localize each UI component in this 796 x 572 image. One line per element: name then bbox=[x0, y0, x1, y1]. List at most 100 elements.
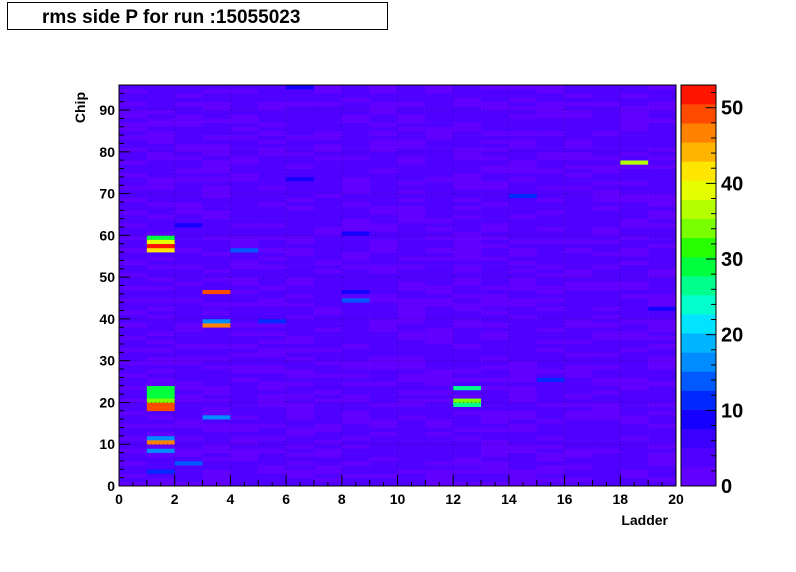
heatmap-cell bbox=[258, 389, 287, 395]
heatmap-cell bbox=[341, 377, 370, 382]
heatmap-cell bbox=[313, 352, 343, 357]
heatmap-cell bbox=[230, 122, 259, 128]
heatmap-cell bbox=[648, 460, 677, 466]
heatmap-cell bbox=[648, 414, 677, 420]
heatmap-cell bbox=[174, 302, 203, 307]
heatmap-cell bbox=[258, 310, 287, 316]
heatmap-cell bbox=[119, 343, 148, 349]
heatmap-cell bbox=[369, 193, 398, 199]
heatmap-cell bbox=[341, 156, 370, 161]
heatmap-cell bbox=[230, 377, 259, 382]
heatmap-cell bbox=[508, 373, 538, 378]
heatmap-cell bbox=[425, 402, 454, 407]
heatmap-cell bbox=[146, 256, 175, 261]
heatmap-cell bbox=[425, 105, 454, 111]
heatmap-cell bbox=[453, 97, 482, 103]
heatmap-cell bbox=[425, 118, 454, 123]
heatmap-cell bbox=[564, 168, 593, 174]
heatmap-cell bbox=[146, 289, 175, 295]
heatmap-cell bbox=[119, 427, 148, 432]
heatmap-cell bbox=[648, 285, 677, 290]
heatmap-cell bbox=[230, 243, 259, 249]
heatmap-cell bbox=[536, 281, 565, 286]
heatmap-cell bbox=[397, 264, 426, 270]
heatmap-cell bbox=[119, 252, 148, 257]
heatmap-cell bbox=[369, 105, 398, 111]
heatmap-cell bbox=[564, 423, 593, 428]
heatmap-cell bbox=[286, 348, 315, 353]
heatmap-cell bbox=[258, 402, 287, 407]
heatmap-cell bbox=[481, 427, 510, 432]
heatmap-cell bbox=[536, 235, 565, 240]
heatmap-cell bbox=[592, 419, 621, 424]
heatmap-cell bbox=[341, 143, 370, 148]
heatmap-cell bbox=[536, 327, 565, 332]
heatmap-cell bbox=[174, 89, 203, 94]
heatmap-cell bbox=[286, 189, 315, 194]
heatmap-cell bbox=[453, 93, 482, 98]
heatmap-cell bbox=[481, 260, 510, 265]
heatmap-cell bbox=[119, 193, 148, 199]
heatmap-cell bbox=[508, 206, 538, 211]
heatmap-cell bbox=[258, 114, 287, 119]
heatmap-cell bbox=[425, 176, 454, 182]
heatmap-cell bbox=[230, 373, 259, 378]
heatmap-cell bbox=[648, 93, 677, 98]
heatmap-cell bbox=[174, 440, 203, 445]
heatmap-cell bbox=[481, 423, 510, 428]
heatmap-cell bbox=[313, 302, 343, 307]
heatmap-cell bbox=[119, 172, 148, 178]
x-tick-label: 2 bbox=[171, 491, 179, 507]
heatmap-cell bbox=[369, 435, 398, 441]
heatmap-cell bbox=[620, 373, 649, 378]
heatmap-cell bbox=[564, 285, 593, 290]
heatmap-cell bbox=[397, 247, 426, 253]
heatmap-cell bbox=[425, 406, 454, 412]
heatmap-cell bbox=[119, 310, 148, 316]
heatmap-cell bbox=[313, 331, 343, 336]
heatmap-cell bbox=[369, 281, 398, 286]
heatmap-cell bbox=[620, 135, 649, 140]
heatmap-cell bbox=[286, 310, 315, 316]
heatmap-cell bbox=[620, 335, 649, 341]
heatmap-cell bbox=[397, 139, 426, 144]
heatmap-cell bbox=[481, 473, 510, 478]
heatmap-cell bbox=[341, 473, 370, 478]
heatmap-cell bbox=[425, 285, 454, 290]
heatmap-cell bbox=[536, 130, 565, 136]
heatmap-cell bbox=[369, 343, 398, 349]
heatmap-cell bbox=[202, 93, 231, 98]
heatmap-cell bbox=[369, 168, 398, 174]
heatmap-cell bbox=[258, 352, 287, 357]
heatmap-cell bbox=[341, 89, 370, 94]
heatmap-cell bbox=[397, 160, 426, 165]
heatmap-cell bbox=[119, 85, 148, 90]
heatmap-cell bbox=[286, 201, 315, 207]
heatmap-cell bbox=[119, 147, 148, 153]
heatmap-cell bbox=[592, 465, 621, 470]
heatmap-cell bbox=[313, 356, 343, 361]
heatmap-cell bbox=[313, 406, 343, 412]
heatmap-cell bbox=[119, 227, 148, 232]
heatmap-cell bbox=[146, 197, 175, 203]
heatmap-cell bbox=[508, 114, 538, 119]
heatmap-cell bbox=[453, 419, 482, 424]
heatmap-cell bbox=[202, 164, 231, 169]
heatmap-cell bbox=[592, 97, 621, 103]
heatmap-cell bbox=[119, 306, 148, 311]
heatmap-cell bbox=[230, 130, 259, 136]
heatmap-cell bbox=[258, 452, 287, 458]
heatmap-cell bbox=[341, 185, 370, 190]
heatmap-cell bbox=[397, 460, 426, 466]
heatmap-cell bbox=[536, 268, 565, 274]
heatmap-cell bbox=[174, 268, 203, 274]
heatmap-cell bbox=[286, 369, 315, 374]
heatmap-cell bbox=[341, 444, 370, 449]
y-tick-label: 10 bbox=[99, 436, 115, 452]
heatmap-cell bbox=[146, 156, 175, 161]
heatmap-cell bbox=[146, 193, 175, 199]
palette-swatch bbox=[681, 180, 716, 200]
heatmap-cell bbox=[508, 289, 538, 295]
heatmap-cell bbox=[369, 456, 398, 462]
heatmap-cell bbox=[119, 435, 148, 441]
